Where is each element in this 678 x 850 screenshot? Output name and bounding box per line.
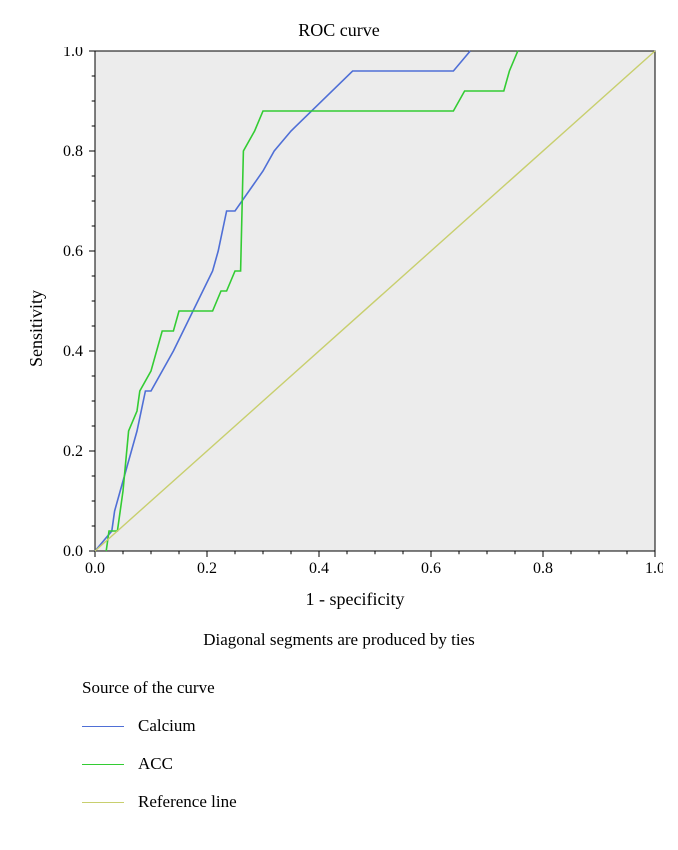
- legend-title: Source of the curve: [82, 678, 658, 698]
- legend-items: Calcium ACC Reference line: [82, 716, 658, 812]
- legend-swatch: [82, 802, 124, 803]
- plot-row: Sensitivity 0.0 0.2 0.4 0.6 0.8 1.0 0.0 0.2 0.4 0…: [20, 47, 658, 610]
- legend: Source of the curve Calcium ACC Reference …: [82, 678, 658, 812]
- chart-title: ROC curve: [20, 20, 658, 41]
- svg-text:0.6: 0.6: [421, 560, 441, 577]
- svg-text:1.0: 1.0: [645, 560, 663, 577]
- x-axis-label: 1 - specificity: [47, 589, 663, 610]
- legend-item: Reference line: [82, 792, 658, 812]
- legend-label: Reference line: [138, 792, 237, 812]
- svg-text:0.0: 0.0: [85, 560, 105, 577]
- legend-label: Calcium: [138, 716, 196, 736]
- plot-caption: Diagonal segments are produced by ties: [20, 630, 658, 650]
- y-axis-label: Sensitivity: [20, 290, 47, 367]
- roc-chart-container: ROC curve Sensitivity 0.0 0.2 0.4 0.6 0.8 1.0…: [20, 20, 658, 812]
- svg-text:0.4: 0.4: [63, 343, 83, 360]
- svg-text:0.2: 0.2: [63, 443, 83, 460]
- plot-column: 0.0 0.2 0.4 0.6 0.8 1.0 0.0 0.2 0.4 0.6 0.8 1.0 1 -…: [47, 47, 663, 610]
- svg-text:0.2: 0.2: [197, 560, 217, 577]
- legend-swatch: [82, 726, 124, 727]
- legend-item: Calcium: [82, 716, 658, 736]
- svg-text:1.0: 1.0: [63, 47, 83, 60]
- svg-text:0.4: 0.4: [309, 560, 329, 577]
- svg-text:0.8: 0.8: [63, 143, 83, 160]
- legend-label: ACC: [138, 754, 173, 774]
- roc-plot-svg: 0.0 0.2 0.4 0.6 0.8 1.0 0.0 0.2 0.4 0.6 0.8 1.0: [47, 47, 663, 585]
- legend-swatch: [82, 764, 124, 765]
- legend-item: ACC: [82, 754, 658, 774]
- svg-text:0.8: 0.8: [533, 560, 553, 577]
- svg-text:0.6: 0.6: [63, 243, 83, 260]
- svg-text:0.0: 0.0: [63, 543, 83, 560]
